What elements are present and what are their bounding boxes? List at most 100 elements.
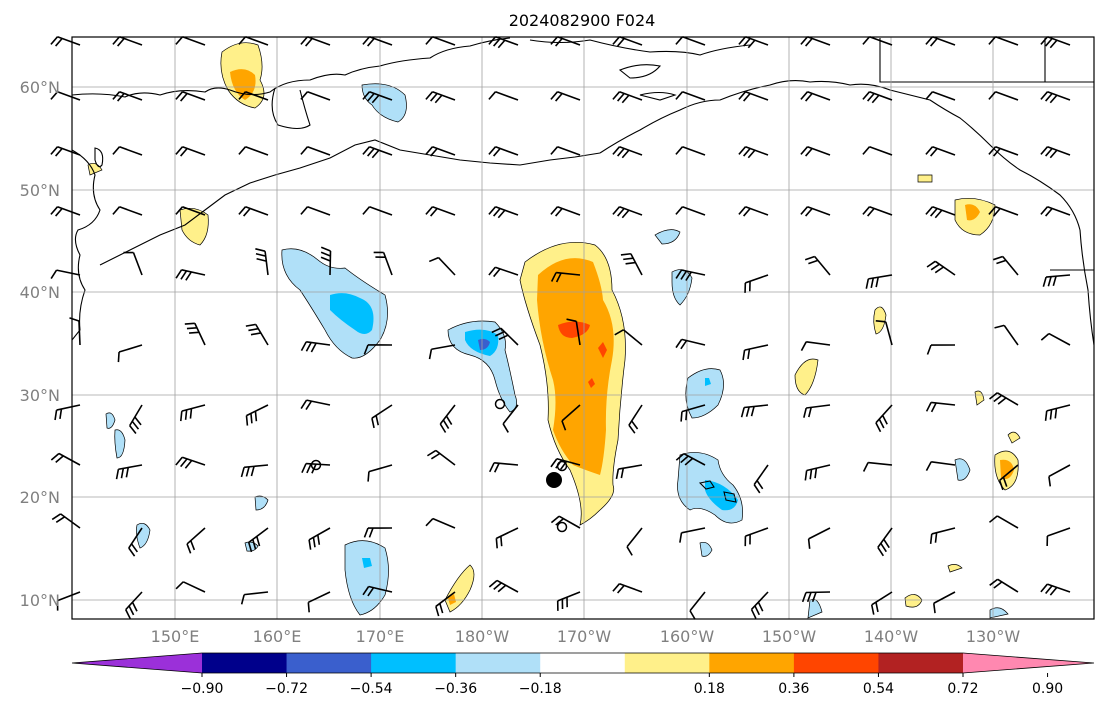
wind-barb-feather (367, 587, 375, 597)
wind-barb (57, 146, 81, 156)
wind-barb-feather (497, 584, 507, 593)
wind-barb (995, 146, 1019, 156)
wind-barb-feather (926, 344, 932, 355)
wind-barb-feather (880, 542, 887, 553)
wind-barb-feather (371, 94, 380, 104)
wind-barb-feather (867, 207, 875, 217)
wind-barb-feather (238, 206, 247, 215)
wind-barb-feather (934, 532, 938, 543)
wind-barb (329, 250, 332, 276)
wind-barb-feather (626, 546, 633, 556)
wind-barb (431, 344, 456, 351)
colorbar-segment (455, 653, 541, 673)
colorbar-tick-label: 0.36 (778, 681, 809, 697)
wind-barb (496, 579, 519, 593)
wind-barb (435, 449, 456, 466)
wind-barb (245, 146, 269, 156)
wind-barb-feather (870, 277, 875, 289)
wind-barb-feather (1002, 476, 1008, 487)
wind-barb-feather (685, 410, 688, 421)
wind-barb (307, 591, 331, 604)
wind-barb (308, 527, 331, 541)
wind-barb-feather (801, 592, 807, 603)
wind-barb-feather (125, 609, 131, 619)
wind-barb-feather (189, 331, 200, 334)
wind-barb (619, 206, 643, 216)
wind-barb-feather (934, 209, 943, 219)
wind-barb (182, 581, 206, 593)
wind-barb-feather (50, 36, 59, 45)
wind-barb-feather (615, 468, 620, 480)
wind-barb-feather (870, 604, 875, 615)
wind-barb-feather (300, 36, 309, 45)
wind-barb (556, 271, 581, 276)
wind-barb (875, 404, 893, 424)
wind-barb (439, 404, 456, 425)
wind-barb-feather (925, 91, 934, 100)
wind-barb (682, 146, 706, 156)
wind-barb (495, 206, 519, 216)
wind-barb-feather (1054, 408, 1058, 419)
wind-barb-feather (800, 91, 809, 100)
wind-barb-feather (115, 469, 120, 480)
wind-barb (246, 404, 269, 417)
lon-label: 150°W (762, 627, 817, 646)
wind-barb-feather (555, 37, 563, 47)
wind-barb-feather (878, 418, 885, 429)
lat-label: 50°N (20, 181, 60, 200)
wind-barb-feather (625, 261, 636, 265)
wind-barb-feather (175, 269, 183, 279)
wind-barb-feather (493, 582, 502, 590)
wind-barb-feather (50, 91, 59, 100)
wind-barb-feather (55, 37, 63, 47)
wind-barb (807, 146, 831, 156)
wind-barb-feather (811, 592, 817, 602)
wind-barb-feather (430, 207, 438, 217)
colorbar-tick-label: −0.18 (519, 681, 562, 697)
wind-barb-feather (623, 257, 634, 261)
wind-barb-feather (245, 466, 250, 477)
wind-barb-feather (1042, 276, 1047, 287)
wind-barb-feather (371, 149, 380, 159)
wind-barb-feather (994, 324, 1005, 329)
wind-barb (808, 527, 831, 540)
colorbar-tick-label: 0.18 (694, 681, 725, 697)
wind-barb-feather (488, 91, 497, 100)
siberia-coast (71, 37, 511, 98)
wind-barb (1048, 332, 1071, 346)
wind-barb-feather (747, 39, 756, 49)
wind-barb-feather (300, 399, 308, 410)
colorbar-segment (624, 653, 710, 673)
wind-barb-feather (238, 36, 247, 45)
wind-barb-feather (1049, 586, 1058, 596)
wind-barb-feather (675, 338, 683, 349)
wind-barb-feather (628, 424, 636, 434)
wind-barb-feather (617, 207, 625, 217)
wind-barb-feather (738, 91, 747, 100)
wind-barb-feather (555, 92, 563, 102)
wind-barb-feather (997, 397, 1007, 405)
wind-barb-feather (925, 402, 932, 412)
wind-barb-feather (425, 518, 434, 527)
wind-barb-feather (747, 348, 751, 360)
wind-barb (118, 464, 143, 471)
wind-barb-feather (617, 147, 625, 157)
wind-barb-feather (988, 146, 997, 155)
wind-barb-feather (750, 609, 757, 619)
wind-barb-feather (929, 533, 933, 544)
wind-barb-feather (69, 317, 80, 322)
wind-barb (78, 320, 81, 346)
wind-barb-feather (680, 455, 689, 464)
wind-barb-feather (255, 252, 266, 257)
wind-barb (119, 146, 143, 156)
wind-barb-feather (439, 603, 444, 614)
wind-barb-feather (430, 92, 438, 102)
wind-barb (255, 323, 269, 346)
wind-barb-feather (368, 527, 374, 538)
wind-barb-feather (862, 206, 871, 215)
wind-barb (996, 515, 1019, 529)
wind-barb-feather (617, 584, 625, 594)
wind-barb-feather (180, 92, 188, 102)
wind-barb (57, 206, 81, 216)
wind-barb (369, 206, 393, 216)
